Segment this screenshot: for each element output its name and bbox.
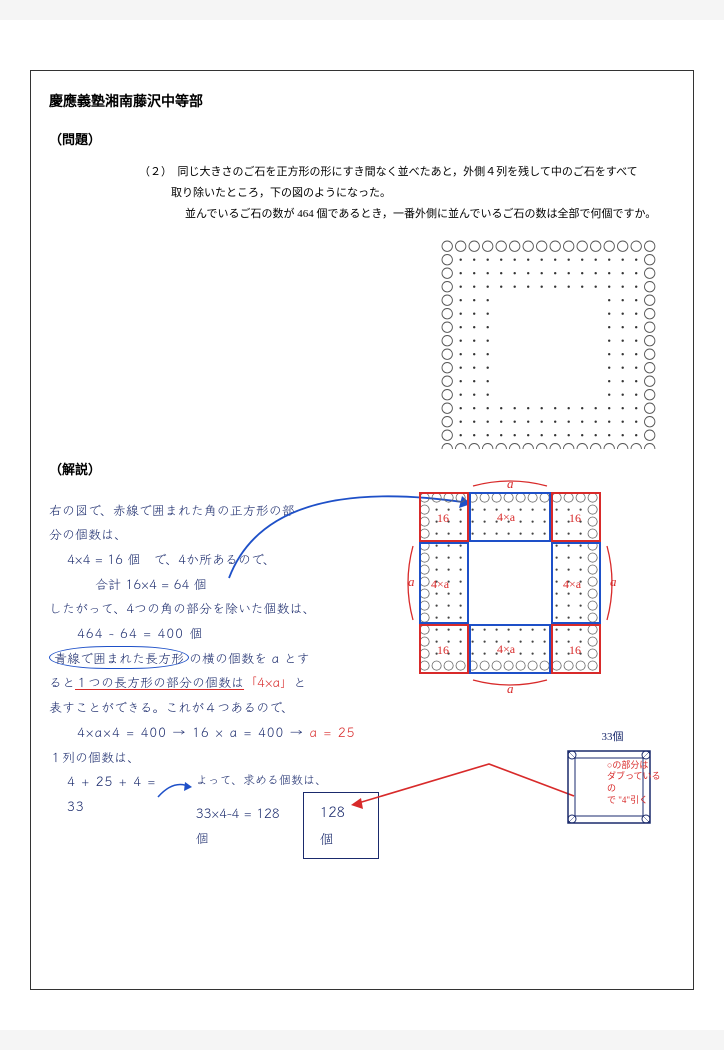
red-corner-note: ○の部分は ダブっているの で "4"引く [607,760,667,807]
bottom-row: 4 + 25 + 4 = 33 よって、求める個数は、 33×4−4 = 128… [49,769,379,859]
small-arrow-icon [156,773,194,803]
solution-label: （解説） [49,459,675,478]
annotated-stone-diagram: a a a a 4×a 4×a 4×a [405,478,615,688]
solution-block: 右の図で、赤線で囲まれた角の正方形の部 分の個数は、 4×4 = 16 個 で、… [49,498,675,860]
label-a-right: a [610,574,617,589]
sol-line-4: 合計 16×4 = 64 個 [95,572,379,597]
sol-line-1: 右の図で、赤線で囲まれた角の正方形の部 [49,498,379,523]
label-4xa-top: 4×a [497,510,516,524]
problem-line-2: 取り除いたところ，下の図のようになった。 [171,183,675,204]
sol-line-11: １列の個数は、 [49,745,379,770]
document-frame: 慶應義塾湘南藤沢中等部 （問題） （２） 同じ大きさのご石を正方形の形にすき間な… [30,70,694,990]
sol-line-13: よって、求める個数は、 [196,769,379,792]
sol-line-8: ると１つの長方形の部分の個数は「4×a」と [49,670,379,695]
sol-line-14: 33×4−4 = 128 個 [196,801,293,850]
circled-phrase: 青線で囲まれた長方形 [49,646,189,669]
label-a-left: a [408,574,415,589]
sol-line-6: 464 − 64 = 400 個 [77,621,379,646]
problem-text: （２） 同じ大きさのご石を正方形の形にすき間なく並べたあと，外側４列を残して中の… [139,162,675,225]
red-arrow-icon [349,756,589,816]
stone-frame-diagram [425,239,675,449]
page: 慶應義塾湘南藤沢中等部 （問題） （２） 同じ大きさのご石を正方形の形にすき間な… [0,20,724,1030]
answer-box: 128 個 [303,792,379,859]
label-4xa-left: 4×a [431,577,450,591]
label-a-bottom: a [507,681,514,696]
label-a-top: a [507,478,514,491]
problem-line1-text: 同じ大きさのご石を正方形の形にすき間なく並べたあと，外側４列を残して中のご石をす… [178,166,638,178]
problem-line-3: 並んでいるご石の数が 464 個であるとき，一番外側に並んでいるご石の数は全部で… [185,204,675,225]
problem-number: （２） [139,166,172,178]
sol-line-7: 青線で囲まれた長方形の横の個数を a とす [49,646,379,671]
handwritten-solution: 右の図で、赤線で囲まれた角の正方形の部 分の個数は、 4×4 = 16 個 で、… [49,498,379,860]
final-group: よって、求める個数は、 33×4−4 = 128 個 128 個 [196,769,379,859]
sol-line-3: 4×4 = 16 個 で、4か所あるので、 [67,547,379,572]
label-4xa-right: 4×a [563,577,582,591]
sol-line-9: 表すことができる。これが４つあるので、 [49,695,379,720]
school-title: 慶應義塾湘南藤沢中等部 [49,91,675,111]
label-16-tr: 16 [569,511,581,525]
problem-label: （問題） [49,129,675,148]
label-16-tl: 16 [437,511,449,525]
label-4xa-bottom: 4×a [497,642,516,656]
problem-line-1: （２） 同じ大きさのご石を正方形の形にすき間なく並べたあと，外側４列を残して中の… [139,162,675,183]
label-16-br: 16 [569,643,581,657]
sol-line-5: したがって、4つの角の部分を除いた個数は、 [49,596,379,621]
label-16-bl: 16 [437,643,449,657]
final-line: 33×4−4 = 128 個 128 個 [196,792,379,859]
sol-line-2: 分の個数は、 [49,522,379,547]
d3-top-label: 33個 [560,728,665,744]
sol-line-10: 4×a×4 = 400 → 16 × a = 400 → a = 25 [77,720,379,745]
